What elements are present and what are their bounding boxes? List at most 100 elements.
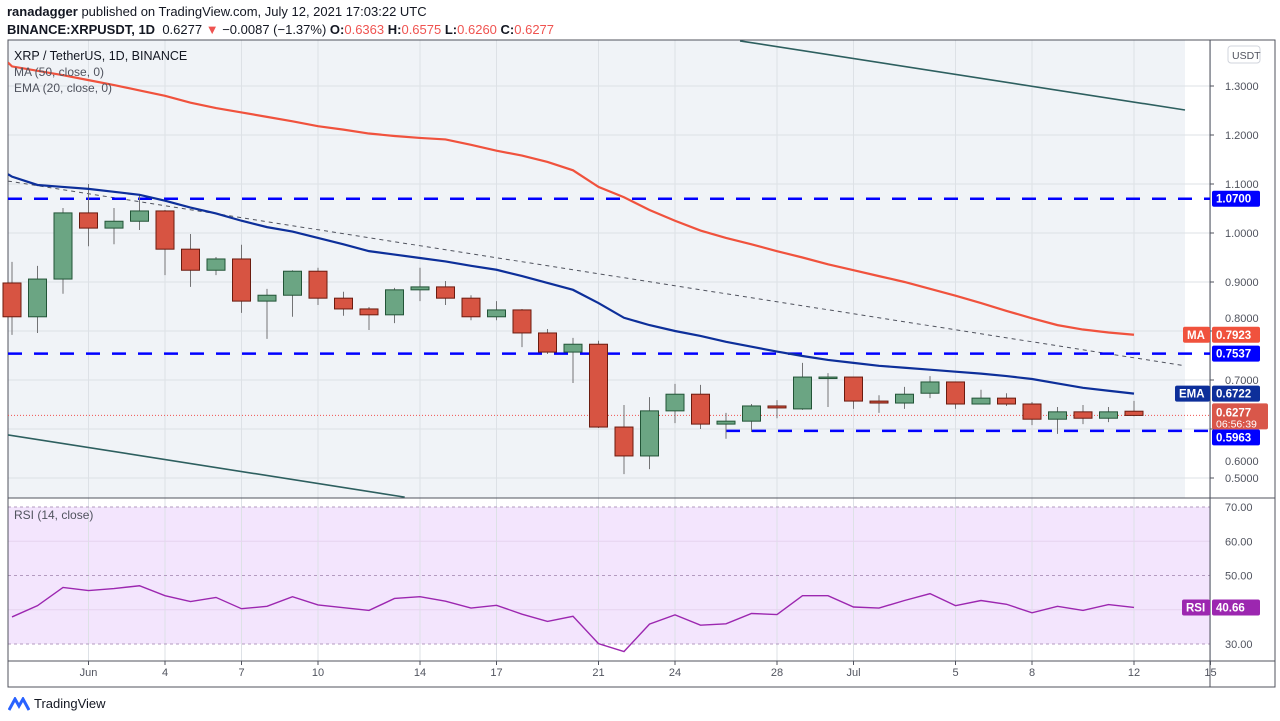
price-tick-label: 1.0000: [1225, 228, 1259, 240]
ema20-line[interactable]: [8, 173, 1135, 395]
ma-tag-badge-text: MA: [1187, 330, 1205, 342]
candle-down[interactable]: [308, 270, 328, 299]
close-value: 0.6277: [514, 22, 555, 37]
time-tick-label: 4: [162, 667, 168, 679]
candle-up[interactable]: [104, 220, 124, 229]
candle-down[interactable]: [232, 258, 251, 302]
candle-down[interactable]: [155, 210, 175, 250]
ma50-line[interactable]: [8, 61, 1135, 336]
candle-down[interactable]: [461, 297, 481, 318]
ma-value-badge: [1212, 326, 1260, 343]
candle-up[interactable]: [410, 286, 430, 291]
candle-up[interactable]: [130, 210, 149, 222]
candle-down[interactable]: [1124, 410, 1144, 416]
time-tick-label: 7: [238, 667, 244, 679]
trendline-channel-top[interactable]: [739, 40, 1186, 111]
price-tick-label: 1.2000: [1225, 130, 1259, 142]
candle-down[interactable]: [1022, 403, 1042, 420]
current-price-text: 0.6277: [1216, 407, 1251, 419]
candle-up[interactable]: [1099, 411, 1118, 419]
candle-down[interactable]: [79, 212, 98, 229]
publish-info: ranadagger published on TradingView.com,…: [7, 4, 427, 19]
level-badge-text: 1.0700: [1216, 194, 1251, 206]
candle-down[interactable]: [2, 282, 22, 318]
candle-down[interactable]: [844, 376, 863, 402]
candle-down[interactable]: [181, 248, 200, 271]
candle-down[interactable]: [436, 286, 455, 299]
time-tick-label: 12: [1128, 667, 1140, 679]
high-label: H:: [387, 22, 402, 37]
legend-ema: EMA (20, close, 0): [14, 81, 112, 95]
level-badge: [1212, 345, 1260, 362]
time-tick-label: 28: [771, 667, 783, 679]
candle-down[interactable]: [869, 400, 889, 404]
chart-frame: [7, 39, 1276, 688]
tradingview-logo[interactable]: TradingView: [8, 696, 106, 711]
candle-up[interactable]: [716, 420, 736, 425]
candle-down[interactable]: [512, 309, 532, 334]
candle-down[interactable]: [767, 405, 787, 409]
candle-up[interactable]: [793, 376, 812, 410]
trendline-channel-bottom[interactable]: [8, 434, 405, 498]
low-label: L:: [444, 22, 458, 37]
time-tick-label: 24: [669, 667, 681, 679]
candle-down[interactable]: [691, 393, 710, 425]
ema-tag-badge: [1175, 385, 1210, 402]
candle-up[interactable]: [920, 381, 940, 394]
candle-down[interactable]: [589, 343, 608, 428]
rsi-tick-label: 50.00: [1225, 571, 1253, 583]
time-tick-label: 5: [952, 667, 958, 679]
currency-button[interactable]: [1227, 45, 1261, 64]
rsi-tag-badge: [1182, 599, 1210, 616]
rsi-tick-label: 60.00: [1225, 536, 1253, 548]
candle-up[interactable]: [818, 376, 838, 380]
candle-up[interactable]: [257, 294, 277, 302]
rsi-tick-label: 70.00: [1225, 502, 1253, 514]
candle-up[interactable]: [640, 410, 659, 457]
candle-up[interactable]: [1048, 411, 1067, 420]
symbol-info: BINANCE:XRPUSDT, 1D 0.6277 ▼ −0.0087 (−1…: [7, 22, 554, 37]
time-tick-label: 15: [1204, 667, 1216, 679]
currency-label: USDT: [1232, 50, 1261, 62]
price-tick-label: 0.7000: [1225, 375, 1259, 387]
trendline-downtrend[interactable]: [8, 180, 1186, 367]
candle-up[interactable]: [283, 270, 302, 296]
time-tick-label: 21: [592, 667, 604, 679]
author-name[interactable]: ranadagger: [7, 4, 78, 19]
candle-up[interactable]: [206, 258, 226, 271]
candle-up[interactable]: [28, 278, 47, 318]
symbol-name: BINANCE:XRPUSDT, 1D: [7, 22, 156, 37]
candle-down[interactable]: [997, 397, 1016, 405]
ma-value-badge-text: 0.7923: [1216, 330, 1251, 342]
triangle-down-icon: ▼: [205, 22, 219, 37]
rsi-tick-label: 30.00: [1225, 639, 1253, 651]
current-price-badge: [1212, 403, 1268, 430]
candle-down[interactable]: [614, 426, 634, 457]
candle-down[interactable]: [359, 308, 379, 316]
rsi-line[interactable]: [11, 585, 1135, 653]
candle-down[interactable]: [334, 297, 353, 310]
candle-up[interactable]: [971, 397, 991, 405]
candle-up[interactable]: [53, 212, 73, 280]
candle-up[interactable]: [487, 309, 506, 318]
ema-value-badge-text: 0.6722: [1216, 389, 1251, 401]
candle-down[interactable]: [1073, 411, 1093, 419]
time-tick-label: 14: [414, 667, 426, 679]
candle-up[interactable]: [665, 393, 685, 412]
last-price: 0.6277: [162, 22, 203, 37]
price-tick-label: 0.6000: [1225, 456, 1259, 468]
candle-down[interactable]: [538, 332, 557, 353]
open-value: 0.6363: [344, 22, 385, 37]
close-label: C:: [500, 22, 515, 37]
price-tick-label: 0.9000: [1225, 277, 1259, 289]
published-text: published on TradingView.com, July 12, 2…: [81, 4, 427, 19]
candle-up[interactable]: [385, 289, 404, 316]
legend-rsi: RSI (14, close): [14, 508, 93, 522]
candle-up[interactable]: [895, 393, 914, 404]
candle-down[interactable]: [946, 381, 965, 405]
time-tick-label: Jun: [80, 667, 98, 679]
level-badge: [1212, 190, 1260, 207]
candle-up[interactable]: [742, 405, 761, 422]
candle-up[interactable]: [563, 343, 583, 353]
